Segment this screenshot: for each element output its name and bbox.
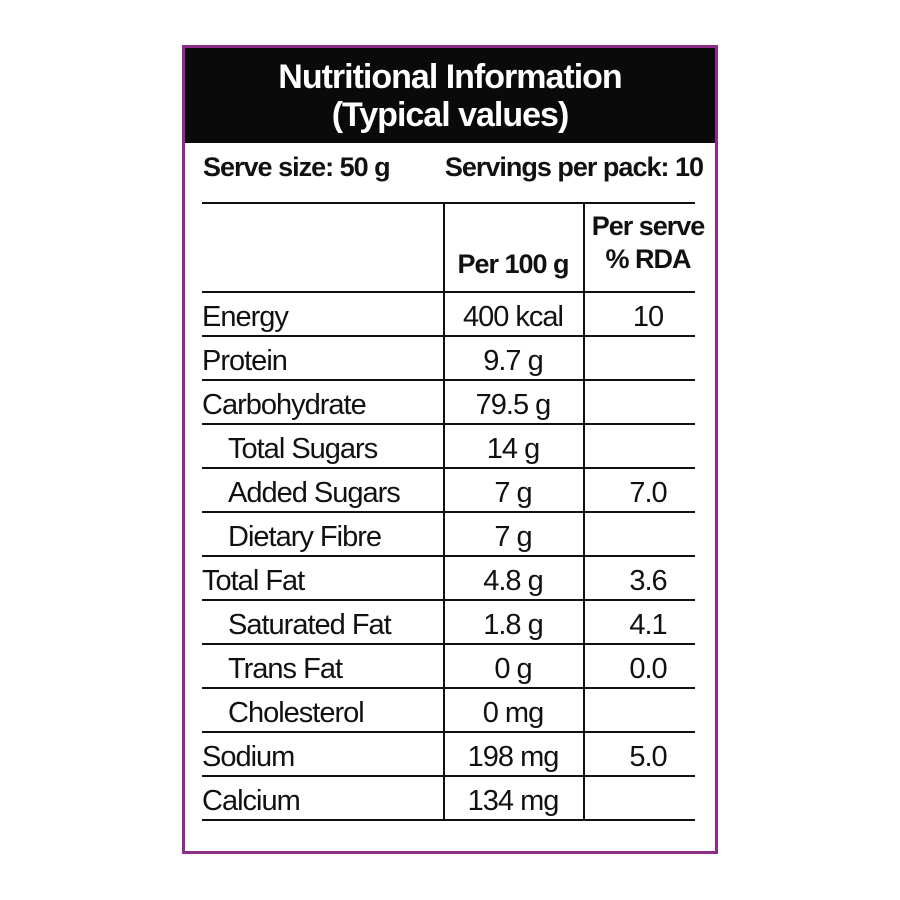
rda-value bbox=[584, 427, 712, 471]
per-100g-value: 79.5 g bbox=[475, 389, 552, 421]
rda-value: 4.1 bbox=[629, 609, 667, 641]
table-rule bbox=[202, 731, 695, 733]
rda-value: 0.0 bbox=[629, 653, 667, 685]
nutrient-label: Cholesterol bbox=[228, 697, 365, 729]
table-rule bbox=[202, 643, 695, 645]
table-rule bbox=[202, 511, 695, 513]
rda-value bbox=[584, 339, 712, 383]
column-header-per-serve-line1: Per serve bbox=[591, 211, 706, 241]
nutrient-label: Carbohydrate bbox=[202, 389, 367, 421]
per-100g-value: 0 g bbox=[494, 653, 532, 685]
table-rule bbox=[202, 687, 695, 689]
table-rule bbox=[202, 291, 695, 293]
nutrition-header: Nutritional Information (Typical values) bbox=[185, 48, 715, 143]
rda-value bbox=[584, 691, 712, 735]
rda-value: 5.0 bbox=[629, 741, 667, 773]
serve-size: Serve size: 50 g bbox=[203, 152, 391, 182]
table-rule bbox=[202, 819, 695, 821]
nutrient-label: Added Sugars bbox=[228, 477, 401, 509]
table-rule bbox=[202, 202, 695, 204]
rda-value bbox=[584, 515, 712, 559]
title-line-2: (Typical values) bbox=[331, 96, 570, 134]
per-100g-value: 400 kcal bbox=[462, 301, 564, 333]
nutrient-label: Sodium bbox=[202, 741, 295, 773]
per-100g-value: 1.8 g bbox=[483, 609, 544, 641]
nutrient-label: Energy bbox=[202, 301, 289, 333]
nutrient-label: Protein bbox=[202, 345, 288, 377]
table-rule bbox=[202, 379, 695, 381]
per-100g-value: 134 mg bbox=[467, 785, 560, 817]
nutrient-label: Saturated Fat bbox=[228, 609, 392, 641]
column-header-per-serve: Per serve % RDA bbox=[584, 210, 712, 276]
table-rule bbox=[202, 423, 695, 425]
nutrient-label: Total Fat bbox=[202, 565, 305, 597]
servings-per-pack: Servings per pack: 10 bbox=[444, 152, 704, 182]
rda-value bbox=[584, 383, 712, 427]
nutrient-label: Dietary Fibre bbox=[228, 521, 382, 553]
rda-value bbox=[584, 779, 712, 823]
column-header-per-serve-line2: % RDA bbox=[605, 244, 691, 274]
per-100g-value: 4.8 g bbox=[483, 565, 544, 597]
per-100g-value: 0 mg bbox=[482, 697, 544, 729]
table-rule bbox=[202, 335, 695, 337]
table-rule bbox=[202, 599, 695, 601]
nutrient-label: Trans Fat bbox=[228, 653, 343, 685]
per-100g-value: 7 g bbox=[494, 521, 532, 553]
serving-info: Serve size: 50 g Servings per pack: 10 bbox=[203, 152, 704, 192]
nutrient-label: Calcium bbox=[202, 785, 301, 817]
column-header-per-100g: Per 100 g bbox=[457, 249, 569, 279]
rda-value: 7.0 bbox=[629, 477, 667, 509]
table-rule bbox=[202, 775, 695, 777]
per-100g-value: 198 mg bbox=[467, 741, 560, 773]
per-100g-value: 7 g bbox=[494, 477, 532, 509]
table-rule bbox=[202, 555, 695, 557]
rda-value: 10 bbox=[632, 301, 664, 333]
nutrient-label: Total Sugars bbox=[228, 433, 378, 465]
nutrition-label-panel: Nutritional Information (Typical values)… bbox=[182, 45, 718, 854]
rda-value: 3.6 bbox=[629, 565, 667, 597]
table-rule bbox=[202, 467, 695, 469]
title-line-1: Nutritional Information bbox=[278, 58, 622, 96]
per-100g-value: 9.7 g bbox=[483, 345, 544, 377]
per-100g-value: 14 g bbox=[486, 433, 540, 465]
